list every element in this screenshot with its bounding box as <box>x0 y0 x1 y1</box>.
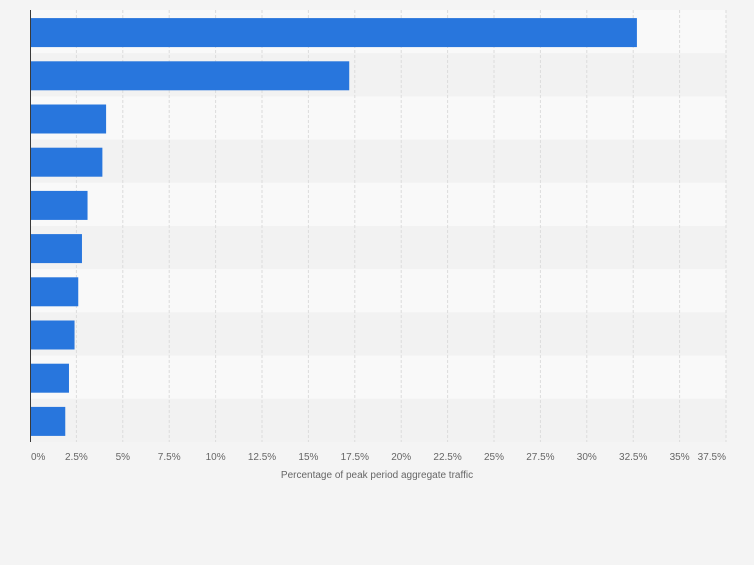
bar <box>30 61 350 91</box>
row-band <box>30 312 726 356</box>
x-tick-label: 25% <box>484 452 504 463</box>
bar <box>30 277 79 307</box>
row-band <box>30 139 726 183</box>
bar <box>30 406 66 436</box>
bar <box>30 320 75 350</box>
x-tick-label: 37.5% <box>698 452 726 463</box>
x-tick-label: 32.5% <box>619 452 647 463</box>
bar <box>30 363 69 393</box>
x-tick-label: 30% <box>577 452 597 463</box>
x-tick-label: 15% <box>298 452 318 463</box>
bars <box>30 18 637 436</box>
row-band <box>30 269 726 313</box>
row-band <box>30 398 726 442</box>
x-axis-label: Percentage of peak period aggregate traf… <box>281 470 473 481</box>
row-band <box>30 96 726 140</box>
x-tick-label: 27.5% <box>526 452 554 463</box>
x-tick-label: 17.5% <box>341 452 369 463</box>
bar <box>30 147 103 177</box>
x-tick-label: 7.5% <box>158 452 181 463</box>
x-tick-label: 20% <box>391 452 411 463</box>
x-tick-label: 10% <box>206 452 226 463</box>
row-band <box>30 226 726 270</box>
x-axis-ticks: 0% 2.5% 5% 7.5% 10% 12.5% 15% 17.5% 20% 22.5% 25% 2… <box>31 452 726 463</box>
bar <box>30 104 107 134</box>
row-band <box>30 355 726 399</box>
bar <box>30 234 82 264</box>
bar <box>30 18 637 48</box>
x-tick-label: 35% <box>670 452 690 463</box>
x-tick-label: 5% <box>116 452 131 463</box>
bar <box>30 190 88 220</box>
x-tick-label: 2.5% <box>65 452 88 463</box>
x-tick-label: 0% <box>31 452 46 463</box>
x-tick-label: 22.5% <box>433 452 461 463</box>
row-band <box>30 182 726 226</box>
row-bands <box>30 10 726 442</box>
x-tick-label: 12.5% <box>248 452 276 463</box>
